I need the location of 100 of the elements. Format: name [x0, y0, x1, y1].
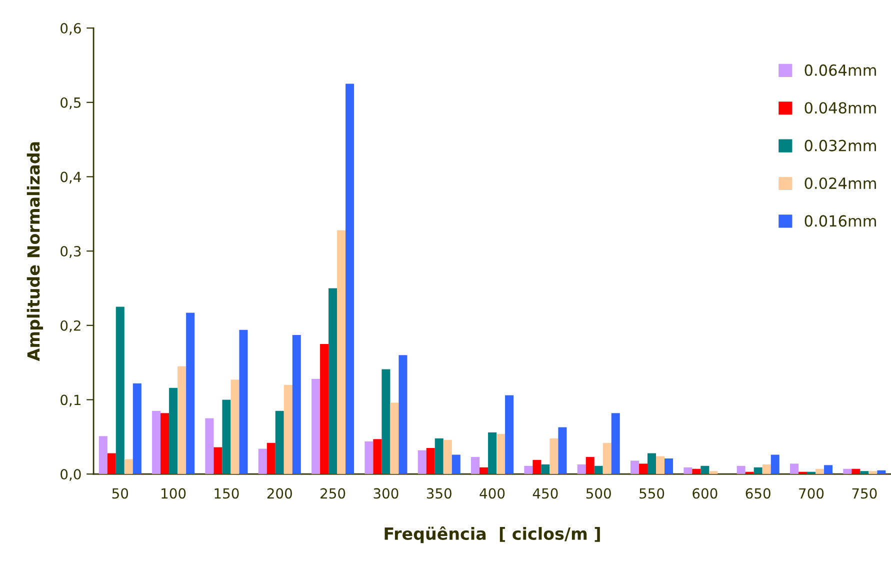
bar — [186, 312, 195, 474]
bar — [390, 402, 399, 474]
bar — [532, 460, 542, 474]
y-axis-title: Amplitude Normalizada — [26, 142, 43, 362]
y-tick-label: 0,0 — [60, 469, 81, 481]
x-tick-label: 450 — [532, 488, 558, 499]
x-tick-label: 650 — [746, 488, 770, 499]
bar — [550, 438, 558, 474]
bar — [692, 468, 701, 474]
legend-label: 0.016mm — [804, 215, 876, 227]
legend-label: 0.032mm — [804, 140, 876, 152]
bar — [602, 442, 612, 474]
bar — [790, 464, 798, 474]
bar — [762, 464, 771, 474]
x-axis-title: Freqüência [ ciclos/m ] — [384, 526, 600, 544]
bar — [877, 470, 886, 474]
bar — [398, 355, 408, 474]
legend-label: 0.064mm — [804, 64, 876, 76]
bar — [524, 466, 533, 474]
bar — [558, 427, 567, 474]
bar — [860, 471, 869, 474]
bar — [868, 471, 878, 474]
x-tick-label: 350 — [426, 488, 452, 499]
bar — [337, 230, 346, 474]
y-tick-label: 0,5 — [60, 97, 81, 110]
x-tick-label: 750 — [852, 488, 877, 499]
x-tick-label: 150 — [214, 488, 239, 499]
y-tick-label: 0,1 — [60, 394, 80, 407]
bar — [239, 330, 248, 474]
x-tick-label: 50 — [112, 488, 128, 499]
bar — [611, 413, 620, 474]
bar — [258, 448, 267, 474]
x-tick-label: 250 — [320, 488, 346, 499]
bar — [648, 453, 656, 474]
bar — [434, 438, 444, 474]
bar — [373, 439, 382, 474]
bar — [116, 306, 124, 474]
bar — [275, 410, 284, 474]
bar — [160, 413, 170, 474]
bar — [382, 369, 390, 474]
bar — [736, 466, 746, 474]
bar — [107, 453, 116, 474]
bar — [770, 454, 780, 474]
x-tick-label: 700 — [799, 488, 824, 499]
bar — [132, 383, 142, 474]
bar — [664, 458, 674, 474]
bar — [496, 434, 506, 474]
bar — [266, 442, 276, 474]
bar — [754, 467, 762, 474]
x-tick-label: 600 — [692, 488, 718, 499]
bar — [816, 468, 824, 474]
bar — [639, 464, 648, 474]
bar — [471, 456, 480, 474]
y-tick-label: 0,6 — [60, 23, 81, 35]
bar — [505, 395, 514, 474]
x-tick-label: 500 — [586, 488, 611, 499]
bar — [684, 467, 692, 474]
bar — [98, 436, 108, 474]
bar — [418, 450, 426, 474]
bar — [312, 378, 320, 474]
bar — [205, 418, 214, 474]
bar — [214, 447, 222, 474]
bar — [480, 467, 488, 474]
bar — [488, 432, 497, 474]
y-tick-label: 0,2 — [60, 320, 80, 332]
bar — [709, 471, 718, 474]
bar — [124, 459, 133, 474]
bar — [586, 456, 594, 474]
bar — [452, 454, 460, 474]
bar — [152, 410, 161, 474]
legend-label: 0.024mm — [804, 177, 876, 190]
bar — [284, 384, 292, 474]
legend-label: 0.048mm — [804, 102, 876, 114]
bar — [630, 460, 640, 474]
y-tick-label: 0,4 — [60, 172, 81, 184]
bar — [169, 388, 178, 474]
x-tick-label: 200 — [267, 488, 292, 499]
x-tick-label: 300 — [374, 488, 398, 499]
bar — [222, 400, 231, 474]
x-tick-label: 400 — [480, 488, 505, 499]
bar — [328, 288, 338, 474]
bar — [364, 441, 374, 474]
bar — [230, 380, 240, 474]
bar — [577, 464, 586, 474]
bar — [346, 84, 354, 474]
bar — [443, 440, 452, 474]
bar — [700, 466, 710, 474]
bar — [594, 466, 603, 474]
bar — [320, 344, 329, 474]
x-tick-label: 550 — [640, 488, 664, 499]
bar — [824, 465, 833, 474]
y-tick-label: 0,3 — [60, 246, 81, 258]
bar — [656, 456, 665, 474]
bar — [852, 468, 860, 474]
bar — [292, 335, 301, 474]
bar — [541, 464, 550, 474]
bar — [843, 468, 852, 474]
x-tick-label: 100 — [162, 488, 186, 499]
bar — [178, 366, 186, 474]
bar — [426, 448, 435, 474]
